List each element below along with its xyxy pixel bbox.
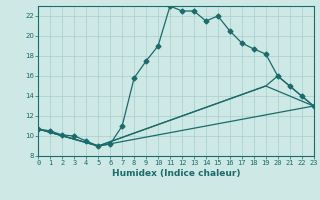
X-axis label: Humidex (Indice chaleur): Humidex (Indice chaleur) xyxy=(112,169,240,178)
